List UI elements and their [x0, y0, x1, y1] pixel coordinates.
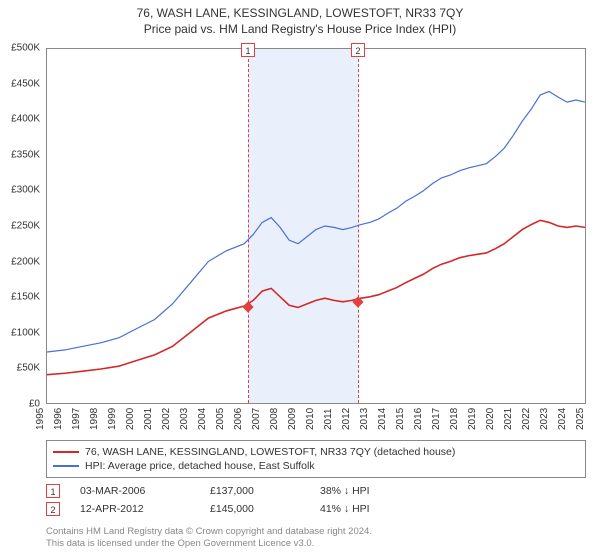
x-tick-label: 1999 — [107, 408, 118, 430]
x-tick-label: 2024 — [557, 408, 568, 430]
y-tick-label: £150K — [11, 292, 40, 303]
y-tick-label: £500K — [11, 43, 40, 54]
chart-subtitle: Price paid vs. HM Land Registry's House … — [0, 20, 600, 36]
x-tick-label: 2017 — [431, 408, 442, 430]
x-tick-label: 2015 — [395, 408, 406, 430]
x-tick-label: 2005 — [215, 408, 226, 430]
legend-swatch — [53, 451, 79, 453]
sale-date: 12-APR-2012 — [80, 503, 190, 515]
x-tick-label: 1997 — [71, 408, 82, 430]
x-tick-label: 1996 — [53, 408, 64, 430]
y-tick-label: £200K — [11, 256, 40, 267]
x-tick-label: 2004 — [197, 408, 208, 430]
footer-line-2: This data is licensed under the Open Gov… — [46, 538, 586, 550]
x-tick-label: 2008 — [269, 408, 280, 430]
sales-table: 1 03-MAR-2006 £137,000 38% ↓ HPI 2 12-APR-201… — [46, 482, 586, 518]
series-line-hpi — [47, 91, 585, 352]
y-axis: £0£50K£100K£150K£200K£250K£300K£350K£400… — [0, 42, 44, 434]
legend: 76, WASH LANE, KESSINGLAND, LOWESTOFT, N… — [46, 440, 586, 478]
x-tick-label: 2018 — [449, 408, 460, 430]
sale-row-marker: 1 — [46, 484, 60, 498]
x-tick-label: 2023 — [539, 408, 550, 430]
x-tick-label: 2006 — [233, 408, 244, 430]
x-tick-label: 2021 — [503, 408, 514, 430]
chart-area: £0£50K£100K£150K£200K£250K£300K£350K£400… — [0, 42, 600, 434]
footer-line-1: Contains HM Land Registry data © Crown c… — [46, 526, 586, 538]
chart-container: 76, WASH LANE, KESSINGLAND, LOWESTOFT, N… — [0, 0, 600, 560]
x-tick-label: 2010 — [305, 408, 316, 430]
sale-row-marker: 2 — [46, 502, 60, 516]
x-tick-label: 2014 — [377, 408, 388, 430]
x-tick-label: 2000 — [125, 408, 136, 430]
sale-row: 2 12-APR-2012 £145,000 41% ↓ HPI — [46, 500, 586, 518]
y-tick-label: £400K — [11, 114, 40, 125]
legend-item: HPI: Average price, detached house, East… — [53, 459, 579, 473]
sale-marker-box: 2 — [351, 43, 365, 57]
x-tick-label: 2001 — [143, 408, 154, 430]
x-tick-label: 2009 — [287, 408, 298, 430]
x-tick-label: 2012 — [341, 408, 352, 430]
chart-title: 76, WASH LANE, KESSINGLAND, LOWESTOFT, N… — [0, 0, 600, 20]
x-tick-label: 2013 — [359, 408, 370, 430]
y-tick-label: £300K — [11, 185, 40, 196]
x-tick-label: 2007 — [251, 408, 262, 430]
y-tick-label: £250K — [11, 221, 40, 232]
x-tick-label: 2002 — [161, 408, 172, 430]
y-tick-label: £100K — [11, 327, 40, 338]
x-tick-label: 2016 — [413, 408, 424, 430]
x-tick-label: 2020 — [485, 408, 496, 430]
legend-item: 76, WASH LANE, KESSINGLAND, LOWESTOFT, N… — [53, 445, 579, 459]
x-tick-label: 2019 — [467, 408, 478, 430]
x-tick-label: 2011 — [323, 408, 334, 430]
legend-label: 76, WASH LANE, KESSINGLAND, LOWESTOFT, N… — [85, 446, 455, 458]
sale-diff: 38% ↓ HPI — [320, 485, 410, 497]
line-svg — [47, 49, 585, 403]
legend-label: HPI: Average price, detached house, East… — [85, 460, 315, 472]
sale-diff: 41% ↓ HPI — [320, 503, 410, 515]
x-tick-label: 2003 — [179, 408, 190, 430]
sale-price: £137,000 — [210, 485, 300, 497]
y-tick-label: £50K — [17, 363, 40, 374]
x-tick-label: 2025 — [575, 408, 586, 430]
x-tick-label: 1995 — [35, 408, 46, 430]
sale-row: 1 03-MAR-2006 £137,000 38% ↓ HPI — [46, 482, 586, 500]
x-axis: 1995199619971998199920002001200220032004… — [46, 406, 586, 434]
sale-price: £145,000 — [210, 503, 300, 515]
x-tick-label: 2022 — [521, 408, 532, 430]
x-tick-label: 1998 — [89, 408, 100, 430]
y-tick-label: £350K — [11, 149, 40, 160]
legend-swatch — [53, 465, 79, 467]
sale-date: 03-MAR-2006 — [80, 485, 190, 497]
series-line-property — [47, 220, 585, 374]
plot-area: 12 — [46, 48, 586, 404]
footer-attribution: Contains HM Land Registry data © Crown c… — [46, 526, 586, 551]
sale-marker-box: 1 — [241, 43, 255, 57]
y-tick-label: £450K — [11, 78, 40, 89]
